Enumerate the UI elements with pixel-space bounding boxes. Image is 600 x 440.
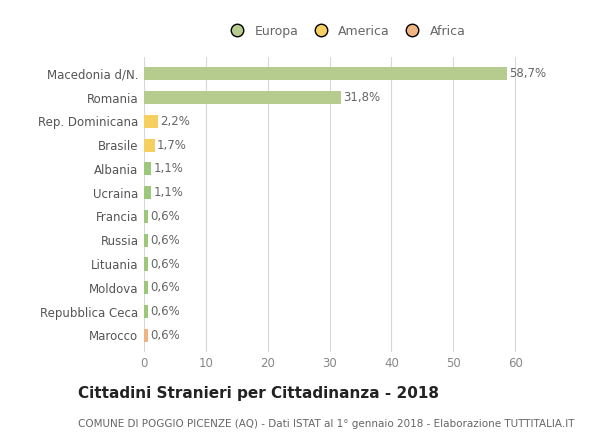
Bar bbox=[144, 67, 507, 81]
Bar bbox=[144, 305, 148, 318]
Text: 0,6%: 0,6% bbox=[150, 281, 180, 294]
Text: COMUNE DI POGGIO PICENZE (AQ) - Dati ISTAT al 1° gennaio 2018 - Elaborazione TUT: COMUNE DI POGGIO PICENZE (AQ) - Dati IST… bbox=[78, 419, 575, 429]
Bar bbox=[144, 210, 148, 223]
Bar bbox=[144, 329, 148, 342]
Text: 2,2%: 2,2% bbox=[160, 115, 190, 128]
Bar bbox=[144, 186, 151, 199]
Legend: Europa, America, Africa: Europa, America, Africa bbox=[222, 22, 468, 40]
Bar bbox=[144, 162, 151, 176]
Bar bbox=[144, 257, 148, 271]
Text: Cittadini Stranieri per Cittadinanza - 2018: Cittadini Stranieri per Cittadinanza - 2… bbox=[78, 386, 439, 401]
Bar bbox=[144, 139, 155, 152]
Bar bbox=[144, 281, 148, 294]
Text: 1,1%: 1,1% bbox=[153, 162, 183, 176]
Text: 1,7%: 1,7% bbox=[157, 139, 187, 152]
Text: 0,6%: 0,6% bbox=[150, 257, 180, 271]
Text: 0,6%: 0,6% bbox=[150, 210, 180, 223]
Bar bbox=[144, 115, 158, 128]
Text: 0,6%: 0,6% bbox=[150, 234, 180, 247]
Bar bbox=[144, 91, 341, 104]
Text: 58,7%: 58,7% bbox=[509, 67, 547, 81]
Bar bbox=[144, 234, 148, 247]
Text: 1,1%: 1,1% bbox=[153, 186, 183, 199]
Text: 31,8%: 31,8% bbox=[343, 91, 380, 104]
Text: 0,6%: 0,6% bbox=[150, 305, 180, 318]
Text: 0,6%: 0,6% bbox=[150, 329, 180, 342]
